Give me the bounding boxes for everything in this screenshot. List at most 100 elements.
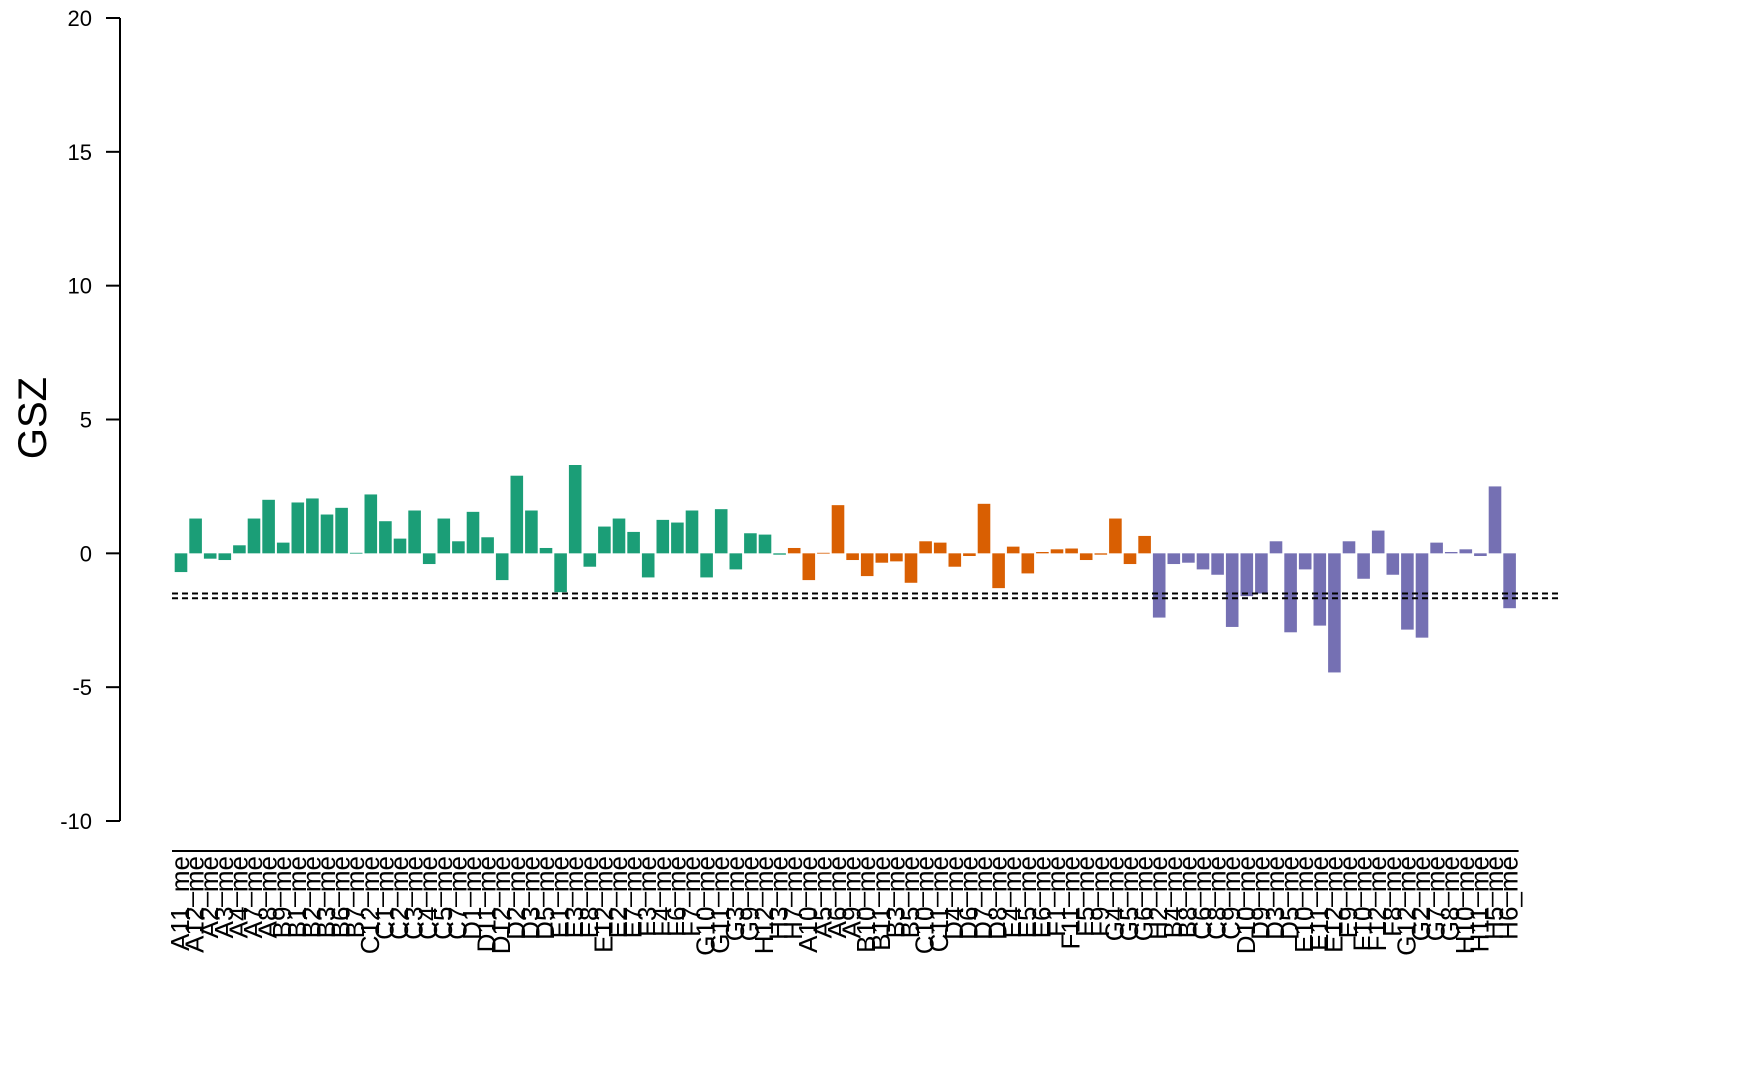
x-tick-label: C10_me xyxy=(910,856,940,954)
bar xyxy=(1123,553,1137,565)
bar xyxy=(598,526,611,554)
x-tick-label: F10_me xyxy=(1348,856,1378,951)
bar xyxy=(1240,553,1254,597)
bar xyxy=(1079,553,1093,561)
x-tick-label: E12_me xyxy=(588,856,618,953)
x-tick-label: C8_me xyxy=(1202,856,1232,940)
x-tick-label: G3_me xyxy=(720,856,750,941)
x-tick-label: C12_me xyxy=(355,856,385,954)
x-tick-label: E5_me xyxy=(1012,856,1042,938)
bar xyxy=(379,521,392,554)
bar xyxy=(291,502,305,554)
x-tick-label: F6_me xyxy=(661,856,691,937)
x-tick-label: E12_me xyxy=(1318,856,1348,953)
bar xyxy=(276,542,290,554)
x-tick-label: D11_me xyxy=(472,856,502,952)
bar xyxy=(422,553,436,565)
x-tick-label: C6_me xyxy=(1187,856,1217,940)
x-tick-label: F12_me xyxy=(1362,856,1392,951)
x-tick-label: E6_me xyxy=(1026,856,1056,938)
bar xyxy=(349,552,363,554)
bar xyxy=(933,542,947,554)
x-tick-label: G7_me xyxy=(1421,856,1451,941)
x-tick-label: A2_me xyxy=(194,856,224,938)
x-tick-label: E4_me xyxy=(997,856,1027,938)
x-tick-label: D2_me xyxy=(501,856,531,940)
bar xyxy=(875,553,889,563)
y-tick-label: 15 xyxy=(68,140,92,165)
x-tick-label: E9_me xyxy=(1333,856,1363,938)
bar xyxy=(437,518,451,554)
y-tick-label: -10 xyxy=(60,809,92,834)
bar xyxy=(1065,548,1078,554)
x-tick-label: C11_me xyxy=(924,856,954,952)
x-tick-label: A5_me xyxy=(807,856,837,938)
bar xyxy=(714,509,728,554)
bar xyxy=(685,510,699,554)
bar xyxy=(817,552,830,554)
bar xyxy=(1342,541,1356,554)
bar xyxy=(773,553,786,555)
x-tick-label: A3_me xyxy=(209,856,239,938)
bar xyxy=(744,533,757,554)
x-tick-label: B1_me xyxy=(282,856,312,938)
bar xyxy=(904,553,918,583)
bar xyxy=(1313,553,1327,626)
bar xyxy=(525,510,538,554)
x-tick-label: F9_me xyxy=(1085,856,1115,937)
bar xyxy=(890,553,903,562)
bar xyxy=(1182,553,1195,563)
y-axis-label: GSZ xyxy=(11,377,55,459)
x-tick-label: H6_me xyxy=(1494,856,1524,940)
x-tick-label: E10_me xyxy=(1289,856,1319,953)
x-tick-label: B4_me xyxy=(1158,856,1188,938)
x-tick-label: B8_me xyxy=(1172,856,1202,938)
bar xyxy=(1021,553,1035,574)
bar xyxy=(1357,553,1370,579)
bar xyxy=(189,518,202,554)
x-tick-label: G11_me xyxy=(705,856,735,954)
x-tick-label: G12_me xyxy=(1391,856,1421,956)
bar xyxy=(1050,549,1064,554)
x-tick-label: C4_me xyxy=(413,856,443,940)
bar xyxy=(700,553,713,578)
bar xyxy=(1474,553,1487,557)
x-tick-label: E7_me xyxy=(618,856,648,938)
x-tick-label: H10_me xyxy=(1450,856,1480,954)
x-tick-label: E2_me xyxy=(603,856,633,938)
bar xyxy=(919,541,932,554)
bar xyxy=(306,498,319,554)
bar xyxy=(218,553,232,561)
x-tick-label: D8_me xyxy=(983,856,1013,940)
x-tick-label: A4_me xyxy=(223,856,253,938)
x-tick-label: C9_me xyxy=(1216,856,1246,940)
x-tick-label: G10_me xyxy=(691,856,721,956)
bar xyxy=(758,534,772,554)
x-tick-label: A9_me xyxy=(837,856,867,938)
bar xyxy=(247,518,261,554)
x-tick-label: F5_me xyxy=(1070,856,1100,937)
x-tick-label: A6_me xyxy=(822,856,852,938)
x-tick-label: H5_me xyxy=(1479,856,1509,940)
x-tick-label: E1_me xyxy=(545,856,575,938)
bar xyxy=(1415,553,1429,638)
x-tick-label: D6_me xyxy=(953,856,983,940)
x-tick-label: H12_me xyxy=(749,856,779,954)
bar xyxy=(495,553,509,581)
bar xyxy=(1152,553,1166,618)
x-tick-label: B9_me xyxy=(267,856,297,938)
x-tick-label: F8_me xyxy=(1377,856,1407,937)
bar xyxy=(1430,542,1443,554)
bar xyxy=(1006,546,1020,554)
bar xyxy=(641,553,655,578)
bar xyxy=(963,553,976,557)
x-tick-label: H7_me xyxy=(778,856,808,940)
x-tick-label: H3_me xyxy=(764,856,794,940)
x-tick-label: B2_me xyxy=(296,856,326,938)
x-tick-label: A12_me xyxy=(180,856,210,953)
x-tick-label: D7_me xyxy=(968,856,998,940)
bar xyxy=(1401,553,1414,630)
bar xyxy=(583,553,597,567)
bar xyxy=(1225,553,1239,627)
bar xyxy=(1488,486,1502,554)
